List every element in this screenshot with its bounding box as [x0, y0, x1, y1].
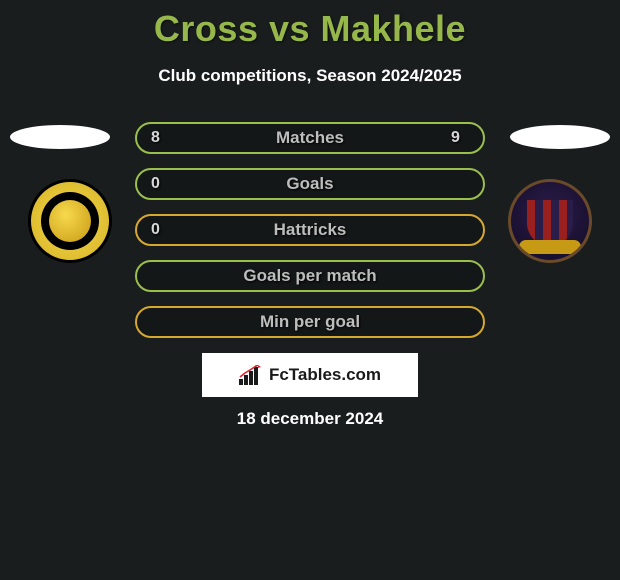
- stat-left-value: 0: [151, 175, 169, 193]
- page-title: Cross vs Makhele: [0, 0, 620, 50]
- club-badge-left-inner: [41, 192, 99, 250]
- stat-row-hattricks: 0 Hattricks: [135, 214, 485, 246]
- club-badge-right: [508, 179, 592, 263]
- stats-panel: 8 Matches 9 0 Goals 0 Hattricks Goals pe…: [135, 122, 485, 352]
- stat-left-value: 8: [151, 129, 169, 147]
- stat-right-value: 9: [451, 129, 469, 147]
- player-ellipse-left: [10, 125, 110, 149]
- subtitle: Club competitions, Season 2024/2025: [0, 66, 620, 86]
- club-badge-left: [28, 179, 112, 263]
- stat-label: Goals per match: [169, 266, 451, 286]
- stat-row-goals: 0 Goals: [135, 168, 485, 200]
- stat-label: Matches: [169, 128, 451, 148]
- stat-label: Hattricks: [169, 220, 451, 240]
- brand-banner[interactable]: FcTables.com: [202, 353, 418, 397]
- stat-row-min-per-goal: Min per goal: [135, 306, 485, 338]
- stat-row-goals-per-match: Goals per match: [135, 260, 485, 292]
- stat-label: Goals: [169, 174, 451, 194]
- stat-label: Min per goal: [169, 312, 451, 332]
- club-badge-right-ribbon: [519, 240, 581, 254]
- bar-chart-icon: [239, 365, 263, 385]
- stat-left-value: 0: [151, 221, 169, 239]
- footer-date: 18 december 2024: [0, 409, 620, 429]
- brand-text: FcTables.com: [269, 365, 381, 385]
- stat-row-matches: 8 Matches 9: [135, 122, 485, 154]
- player-ellipse-right: [510, 125, 610, 149]
